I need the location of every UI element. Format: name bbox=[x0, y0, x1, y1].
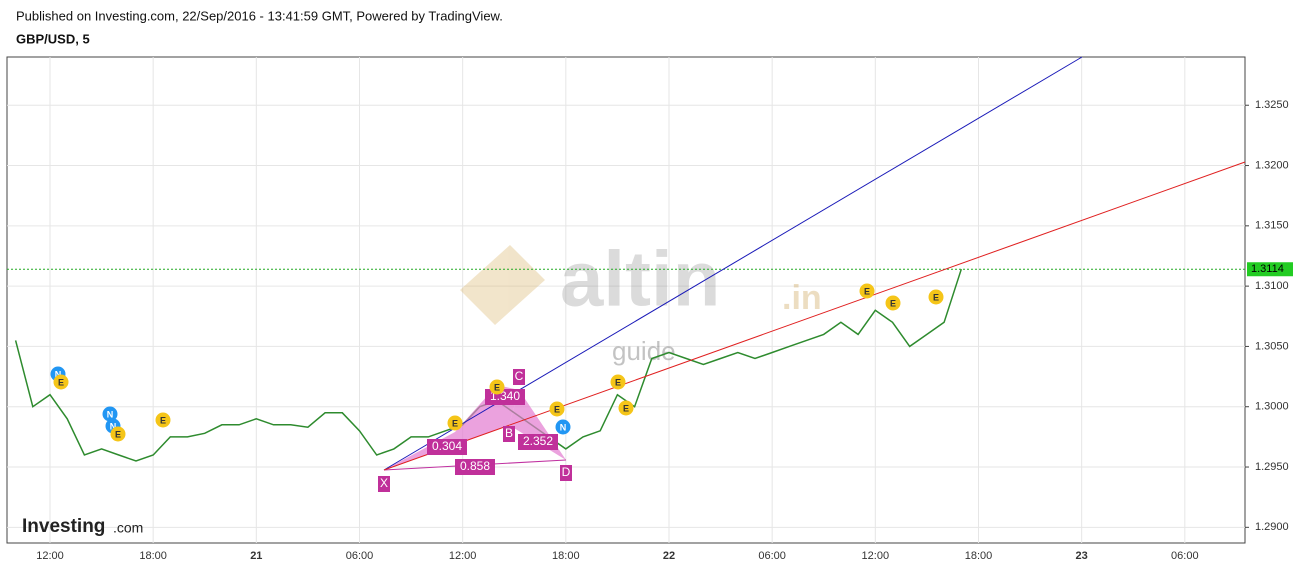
pattern-point: D bbox=[562, 465, 571, 479]
event-marker-label: E bbox=[494, 382, 500, 392]
event-marker bbox=[102, 406, 118, 422]
event-marker-label: E bbox=[115, 429, 121, 439]
pattern-ratio: 2.352 bbox=[523, 434, 553, 448]
x-tick-label: 18:00 bbox=[139, 550, 167, 562]
last-price-label: 1.3114 bbox=[1251, 263, 1284, 275]
x-tick-label: 22 bbox=[663, 550, 675, 562]
event-marker-label: E bbox=[58, 377, 64, 387]
pattern-ratio-box bbox=[427, 439, 467, 455]
pattern-area bbox=[384, 385, 519, 470]
x-tick-label: 23 bbox=[1076, 550, 1088, 562]
trend-line bbox=[383, 56, 1083, 471]
x-tick-label: 12:00 bbox=[449, 550, 477, 562]
event-marker-label: N bbox=[55, 369, 62, 379]
event-marker bbox=[555, 419, 571, 435]
last-price-box bbox=[1247, 262, 1293, 277]
pattern-point-box bbox=[513, 369, 525, 385]
event-marker bbox=[53, 374, 69, 390]
logo: .com bbox=[113, 520, 143, 536]
y-tick-label: 1.3250 bbox=[1255, 99, 1289, 111]
y-tick-label: 1.3000 bbox=[1255, 401, 1289, 413]
event-marker-label: N bbox=[560, 422, 567, 432]
pattern-point: C bbox=[515, 369, 524, 383]
event-marker-label: N bbox=[110, 421, 117, 431]
event-marker bbox=[549, 401, 565, 417]
event-marker bbox=[447, 415, 463, 431]
event-marker-label: E bbox=[623, 403, 629, 413]
x-tick-label: 12:00 bbox=[36, 550, 64, 562]
event-marker bbox=[155, 412, 171, 428]
watermark-icon bbox=[460, 245, 545, 325]
pattern-ratio-box bbox=[518, 434, 558, 450]
event-marker bbox=[489, 379, 505, 395]
y-tick-label: 1.3100 bbox=[1255, 280, 1289, 292]
y-tick-label: 1.3200 bbox=[1255, 159, 1289, 171]
x-tick-label: 18:00 bbox=[552, 550, 580, 562]
pattern-ratio: 0.858 bbox=[460, 459, 490, 473]
event-marker-label: E bbox=[452, 418, 458, 428]
pattern-point-box bbox=[560, 465, 572, 481]
plot-frame bbox=[6, 56, 1246, 544]
event-marker bbox=[885, 295, 901, 311]
event-marker-label: E bbox=[864, 286, 870, 296]
event-marker-label: N bbox=[107, 409, 114, 419]
x-tick-label: 06:00 bbox=[1171, 550, 1199, 562]
x-tick-label: 06:00 bbox=[758, 550, 786, 562]
logo: Investing bbox=[22, 516, 105, 537]
event-marker-label: E bbox=[160, 415, 166, 425]
event-marker-label: E bbox=[554, 404, 560, 414]
x-tick-label: 18:00 bbox=[965, 550, 993, 562]
pattern-point: X bbox=[380, 476, 388, 490]
watermark-text: guide bbox=[612, 336, 676, 366]
x-tick-label: 06:00 bbox=[346, 550, 374, 562]
pattern-point-box bbox=[378, 476, 390, 492]
x-tick-label: 21 bbox=[250, 550, 262, 562]
event-marker bbox=[618, 400, 634, 416]
event-marker-label: E bbox=[890, 298, 896, 308]
watermark-text: .in bbox=[782, 279, 822, 317]
y-tick-label: 1.3150 bbox=[1255, 220, 1289, 232]
published-note: Published on Investing.com, 22/Sep/2016 … bbox=[16, 8, 503, 23]
event-marker bbox=[928, 289, 944, 305]
pattern-ratio: 0.304 bbox=[432, 439, 462, 453]
trend-line bbox=[383, 161, 1246, 471]
y-tick-label: 1.2950 bbox=[1255, 461, 1289, 473]
y-tick-label: 1.3050 bbox=[1255, 340, 1289, 352]
symbol: GBP/USD, 5 bbox=[16, 31, 90, 46]
event-marker-label: E bbox=[933, 292, 939, 302]
event-marker bbox=[859, 283, 875, 299]
pattern-ratio-box bbox=[455, 459, 495, 475]
event-marker bbox=[610, 374, 626, 390]
y-tick-label: 1.2900 bbox=[1255, 521, 1289, 533]
x-tick-label: 12:00 bbox=[862, 550, 890, 562]
watermark-text: altin bbox=[560, 235, 720, 323]
event-marker-label: E bbox=[615, 377, 621, 387]
event-marker bbox=[110, 426, 126, 442]
pattern-point-box bbox=[503, 426, 515, 442]
watermark: altin .in guide bbox=[460, 235, 822, 366]
grid bbox=[7, 57, 1245, 543]
pattern-point: B bbox=[505, 426, 513, 440]
